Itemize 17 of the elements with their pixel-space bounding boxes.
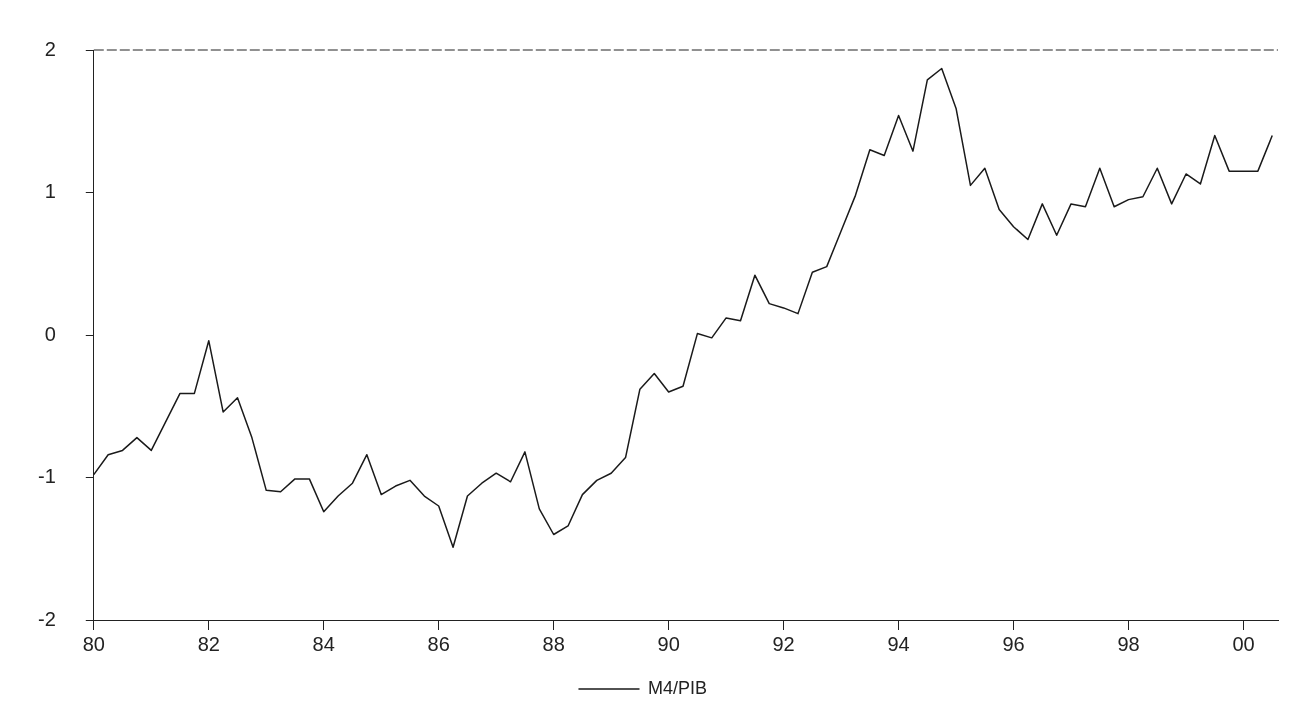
- x-tick-label: 90: [657, 632, 680, 655]
- y-tick-label: 1: [44, 180, 56, 203]
- x-tick-label: 80: [82, 632, 105, 655]
- x-tick-label: 82: [197, 632, 220, 655]
- y-tick-label: -1: [37, 465, 56, 488]
- legend-label: M4/PIB: [647, 677, 708, 698]
- x-tick-label: 94: [887, 632, 910, 655]
- x-tick-label: 84: [312, 632, 335, 655]
- y-tick-label: 2: [44, 37, 56, 60]
- x-tick-label: 88: [542, 632, 565, 655]
- x-tick-label: 00: [1232, 632, 1255, 655]
- x-tick-label: 92: [772, 632, 795, 655]
- y-tick-label: -2: [37, 607, 56, 630]
- x-tick-label: 96: [1002, 632, 1025, 655]
- x-tick-label: 98: [1117, 632, 1140, 655]
- x-tick-label: 86: [427, 632, 450, 655]
- y-tick-label: 0: [44, 322, 56, 345]
